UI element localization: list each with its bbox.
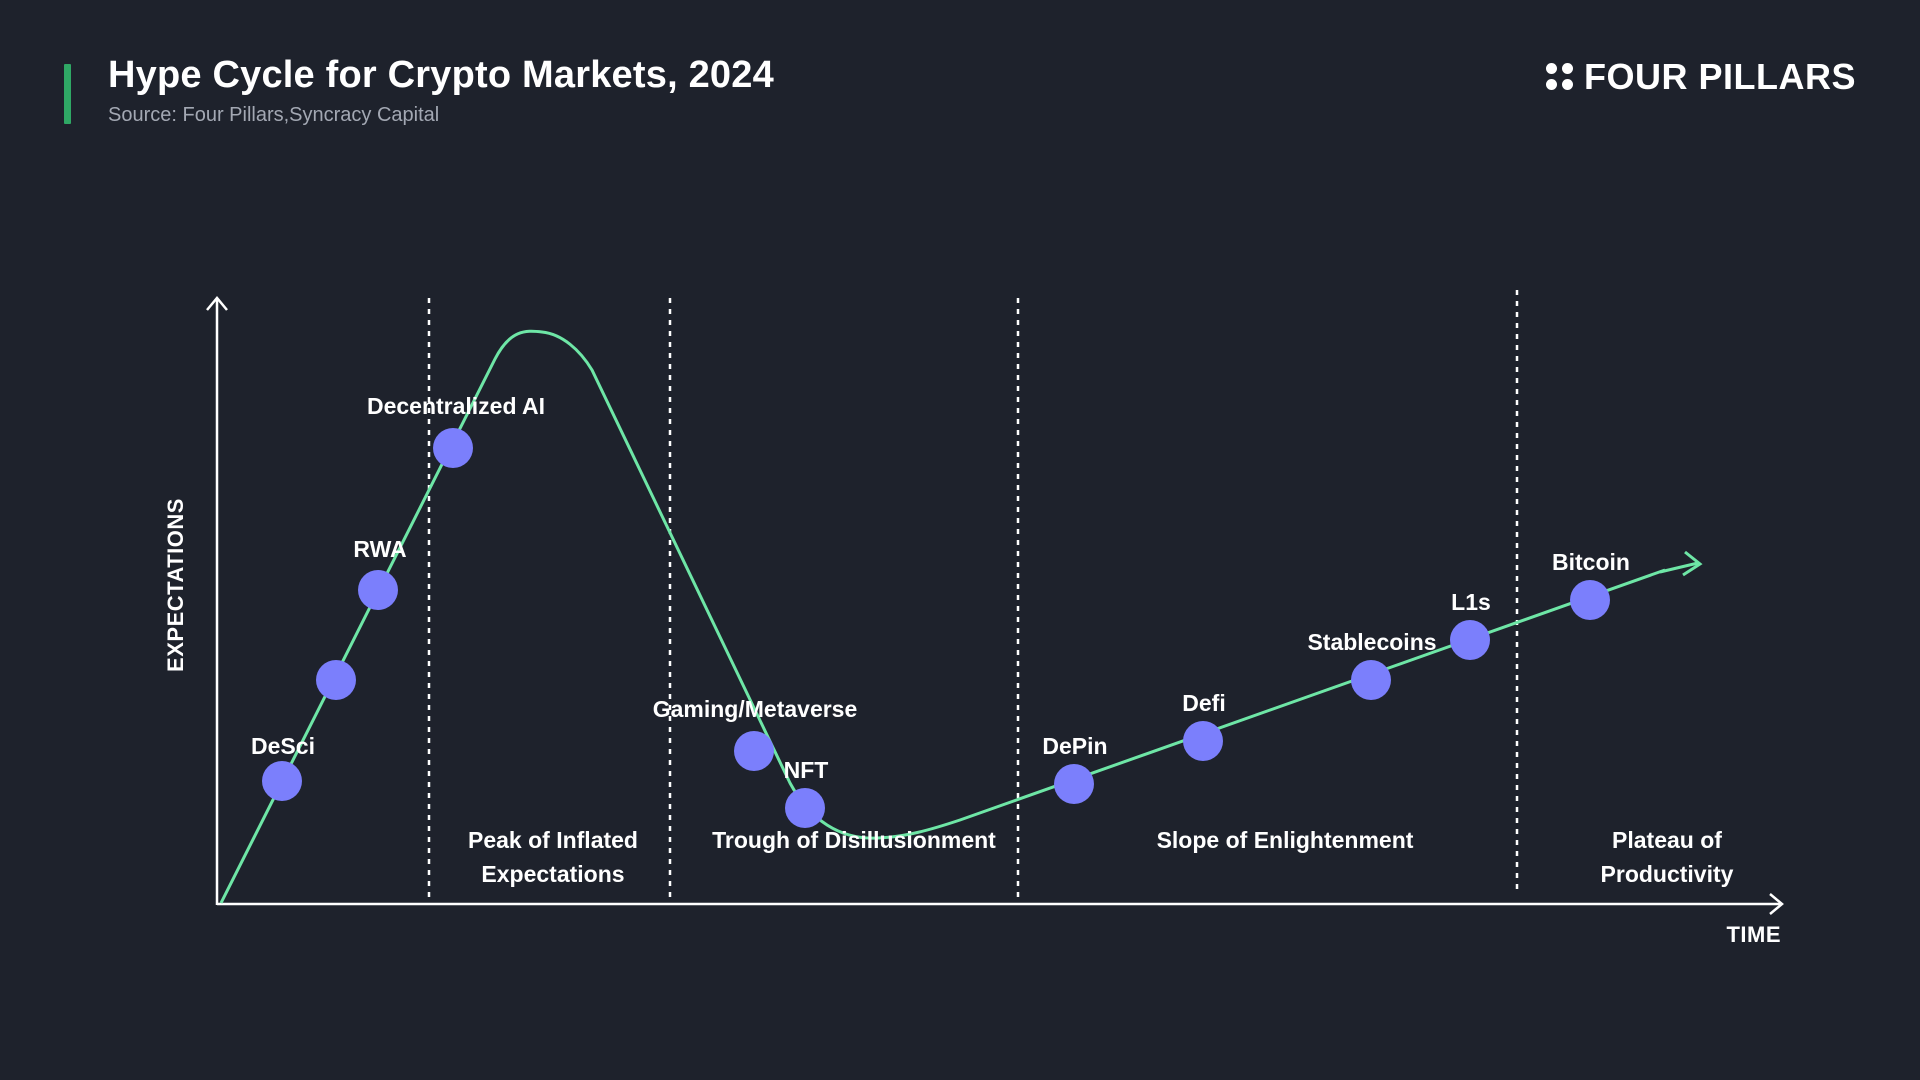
point-marker	[358, 570, 398, 610]
point-marker	[433, 428, 473, 468]
hype-curve	[219, 329, 1666, 904]
phase-label: Plateau of	[1612, 827, 1722, 853]
chart-title: Hype Cycle for Crypto Markets, 2024	[108, 54, 774, 96]
point-label: Defi	[1182, 690, 1225, 716]
point-label: Stablecoins	[1307, 629, 1436, 655]
curve-arrow-icon	[1682, 550, 1703, 577]
phase-dividers	[427, 290, 1519, 902]
y-axis-label: EXPECTATIONS	[163, 498, 188, 672]
point-label: DeSci	[251, 733, 315, 759]
point-marker	[1183, 721, 1223, 761]
point-label: NFT	[784, 757, 829, 783]
point-label: L1s	[1451, 589, 1491, 615]
technology-points: DeSci RWA Decentralized AI Gaming/Metaverse…	[251, 393, 1630, 828]
phase-labels: Peak of Inflated Expectations Trough of Di…	[468, 827, 1734, 887]
point-marker	[1570, 580, 1610, 620]
point-marker	[1450, 620, 1490, 660]
point-marker	[1054, 764, 1094, 804]
phase-label: Expectations	[481, 861, 624, 887]
point-label: Gaming/Metaverse	[653, 696, 858, 722]
phase-label: Slope of Enlightenment	[1157, 827, 1414, 853]
point-marker	[262, 761, 302, 801]
point-label: Bitcoin	[1552, 549, 1630, 575]
x-axis-label: TIME	[1726, 922, 1781, 947]
point-marker	[785, 788, 825, 828]
point-label: Decentralized AI	[367, 393, 545, 419]
brand-name: FOUR PILLARS	[1584, 56, 1856, 97]
point-marker	[1351, 660, 1391, 700]
brand-logo: FOUR PILLARS	[1546, 56, 1856, 98]
point-marker	[734, 731, 774, 771]
point-label: RWA	[353, 536, 406, 562]
point-marker	[316, 660, 356, 700]
curve-tail	[1659, 561, 1699, 574]
axes	[206, 296, 1784, 915]
y-axis-arrow-icon	[206, 296, 228, 311]
phase-label: Peak of Inflated	[468, 827, 638, 853]
four-dots-icon	[1546, 63, 1574, 91]
point-label: DePin	[1042, 733, 1107, 759]
phase-label: Trough of Disillusionment	[712, 827, 996, 853]
phase-label: Productivity	[1601, 861, 1734, 887]
chart-source: Source: Four Pillars,Syncracy Capital	[108, 104, 440, 126]
x-axis-arrow-icon	[1769, 893, 1784, 915]
title-accent-bar	[64, 64, 71, 124]
